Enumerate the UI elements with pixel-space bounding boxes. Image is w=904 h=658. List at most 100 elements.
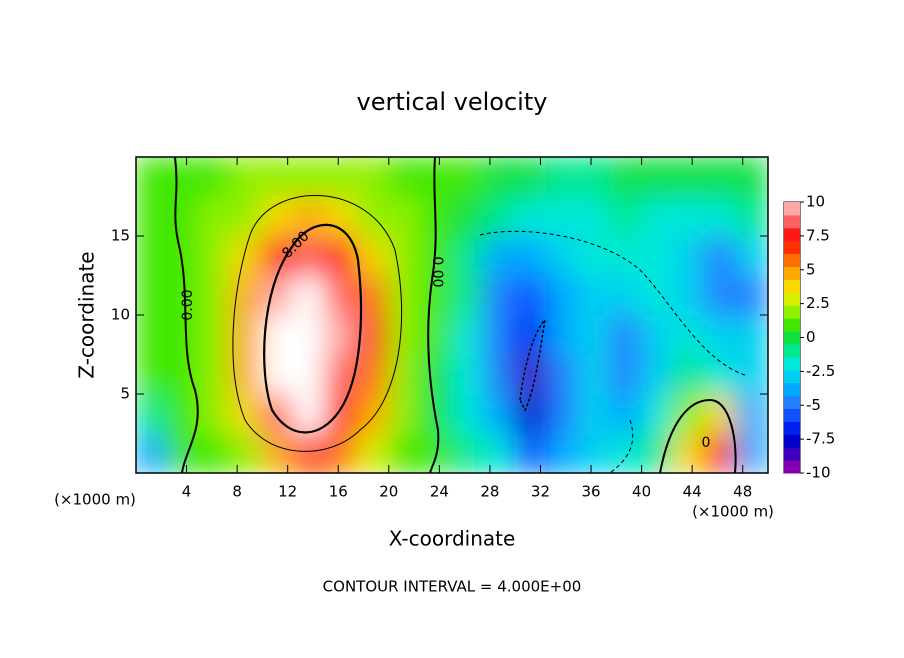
cell: [545, 393, 580, 435]
cell: [451, 353, 485, 395]
x-tick-label: 44: [683, 483, 702, 501]
cell: [387, 157, 422, 198]
cell: [703, 235, 738, 277]
contour-label: 0.00: [429, 256, 445, 287]
cell: [545, 195, 580, 237]
cell: [545, 432, 580, 473]
cell: [577, 432, 611, 473]
contour-line: [263, 223, 363, 434]
cell: [482, 274, 517, 316]
cell: [672, 314, 706, 356]
cell: [609, 274, 643, 316]
colorbar-tick-label: -7.5: [806, 430, 835, 448]
y-tick-label: 10: [111, 306, 130, 324]
colorbar-band: [784, 305, 800, 319]
x-tick-label: 12: [278, 483, 297, 501]
cell: [482, 314, 517, 356]
x-tick-label: 8: [232, 483, 242, 501]
cells: [136, 157, 768, 473]
contour-line: [427, 157, 440, 473]
cell: [482, 353, 517, 395]
cell: [735, 274, 768, 316]
cell: [703, 314, 738, 356]
contour-line: [232, 195, 403, 452]
cell: [451, 195, 485, 237]
x-tick-label: 48: [733, 483, 752, 501]
cell: [545, 353, 580, 395]
cell: [735, 432, 768, 473]
cell: [136, 393, 169, 435]
colorbar-band: [784, 421, 800, 435]
cell: [166, 157, 201, 198]
cell: [735, 195, 768, 237]
cell: [324, 314, 359, 356]
cell: [609, 393, 643, 435]
cell: [356, 353, 390, 395]
x-tick-label: 16: [329, 483, 348, 501]
cell: [198, 432, 232, 473]
cell: [672, 432, 706, 473]
cell: [387, 314, 422, 356]
cell: [324, 353, 359, 395]
colorbar-band: [784, 434, 800, 448]
cell: [387, 274, 422, 316]
cell: [451, 157, 485, 198]
cell: [514, 157, 548, 198]
cell: [703, 432, 738, 473]
cell: [514, 393, 548, 435]
cell: [735, 157, 768, 198]
cell: [672, 235, 706, 277]
cell: [261, 195, 295, 237]
x-tick-label: 32: [531, 483, 550, 501]
cell: [136, 432, 169, 473]
cell: [356, 432, 390, 473]
x-tick-label: 40: [632, 483, 651, 501]
cell: [640, 393, 675, 435]
cell: [136, 235, 169, 277]
cell: [545, 314, 580, 356]
cell: [609, 195, 643, 237]
cell: [229, 195, 264, 237]
cell: [672, 393, 706, 435]
cell: [229, 314, 264, 356]
cell: [293, 274, 327, 316]
x-tick-label: 20: [379, 483, 398, 501]
cell: [136, 157, 169, 198]
cell: [577, 235, 611, 277]
cell: [545, 235, 580, 277]
cell: [293, 432, 327, 473]
cell: [735, 393, 768, 435]
colorbar-band: [784, 266, 800, 280]
colorbar-tick-label: 0: [806, 328, 816, 346]
cell: [293, 353, 327, 395]
colorbar-band: [784, 214, 800, 229]
cell: [229, 274, 264, 316]
cell: [419, 314, 453, 356]
x-tick-label: 36: [581, 483, 600, 501]
colorbar-band: [784, 356, 800, 371]
contour-label: 0: [702, 435, 711, 451]
cell: [229, 157, 264, 198]
colorbar-band: [784, 343, 800, 358]
cell: [136, 195, 169, 237]
cell: [703, 195, 738, 237]
chart-title: vertical velocity: [357, 88, 548, 116]
cell: [166, 314, 201, 356]
y-tick-label: 5: [120, 385, 130, 403]
cell: [198, 157, 232, 198]
colorbar-tick-label: 7.5: [806, 226, 830, 244]
cell: [198, 393, 232, 435]
cell: [166, 393, 201, 435]
cell: [735, 314, 768, 356]
cell: [387, 195, 422, 237]
cell: [577, 314, 611, 356]
colorbar-tick-label: 10: [806, 193, 825, 211]
cell: [703, 157, 738, 198]
cell: [577, 195, 611, 237]
colorbar-band: [784, 253, 800, 268]
cell: [451, 274, 485, 316]
cell: [451, 314, 485, 356]
cell: [609, 157, 643, 198]
cell: [261, 274, 295, 316]
